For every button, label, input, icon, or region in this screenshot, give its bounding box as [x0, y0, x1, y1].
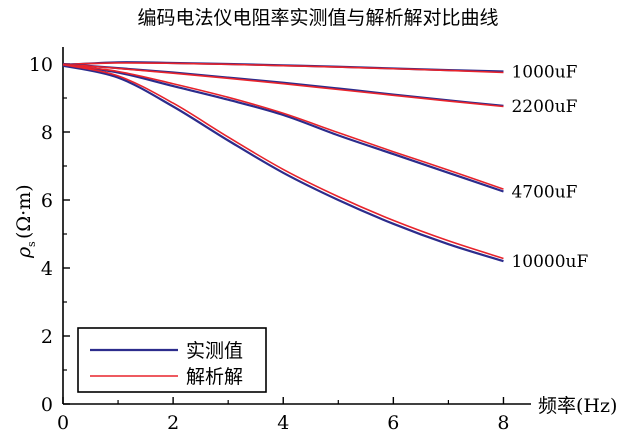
y-tick-label: 8	[41, 122, 53, 144]
x-tick-label: 8	[497, 412, 509, 434]
x-tick-label: 2	[167, 412, 179, 434]
series-group	[62, 61, 504, 263]
y-tick-label: 0	[41, 394, 53, 416]
series-line-10000uF-measured	[62, 64, 504, 263]
legend-label: 解析解	[186, 366, 243, 388]
plot-area	[62, 47, 531, 405]
y-axis-title-subscript: s	[25, 241, 38, 247]
y-axis-title-unit: (Ω·m)	[13, 184, 35, 239]
series-line-10000uF-analytic	[62, 63, 504, 260]
curve-label: 4700uF	[511, 183, 577, 203]
legend-label: 实测值	[186, 340, 243, 362]
series-line-4700uF-analytic	[62, 63, 504, 190]
series-line-1000uF-analytic	[62, 62, 504, 74]
x-tick-label: 4	[277, 412, 289, 434]
curve-labels: 1000uF 2200uF 4700uF 10000uF	[511, 62, 588, 272]
x-tick-label: 0	[57, 412, 69, 434]
y-tick-label: 10	[29, 54, 53, 76]
series-line-4700uF-measured	[62, 63, 504, 193]
legend-box	[77, 327, 267, 393]
series-line-2200uF-analytic	[62, 63, 504, 108]
curve-label: 10000uF	[511, 252, 588, 272]
y-tick-label: 4	[41, 258, 53, 280]
x-tick-label: 6	[387, 412, 399, 434]
curve-label: 1000uF	[511, 62, 577, 82]
y-tick-label: 2	[41, 326, 53, 348]
y-axis-title-group: ρ s (Ω·m)	[13, 184, 38, 259]
y-axis-title: ρ	[13, 246, 35, 259]
chart-title: 编码电法仪电阻率实测值与解析解对比曲线	[137, 7, 498, 29]
curve-label: 2200uF	[511, 97, 577, 117]
axis-ticks: 0 2 4 6 8 0 2 4 6 8 10	[29, 54, 510, 434]
x-axis-title: 频率(Hz)	[538, 395, 617, 417]
y-tick-label: 6	[41, 190, 53, 212]
